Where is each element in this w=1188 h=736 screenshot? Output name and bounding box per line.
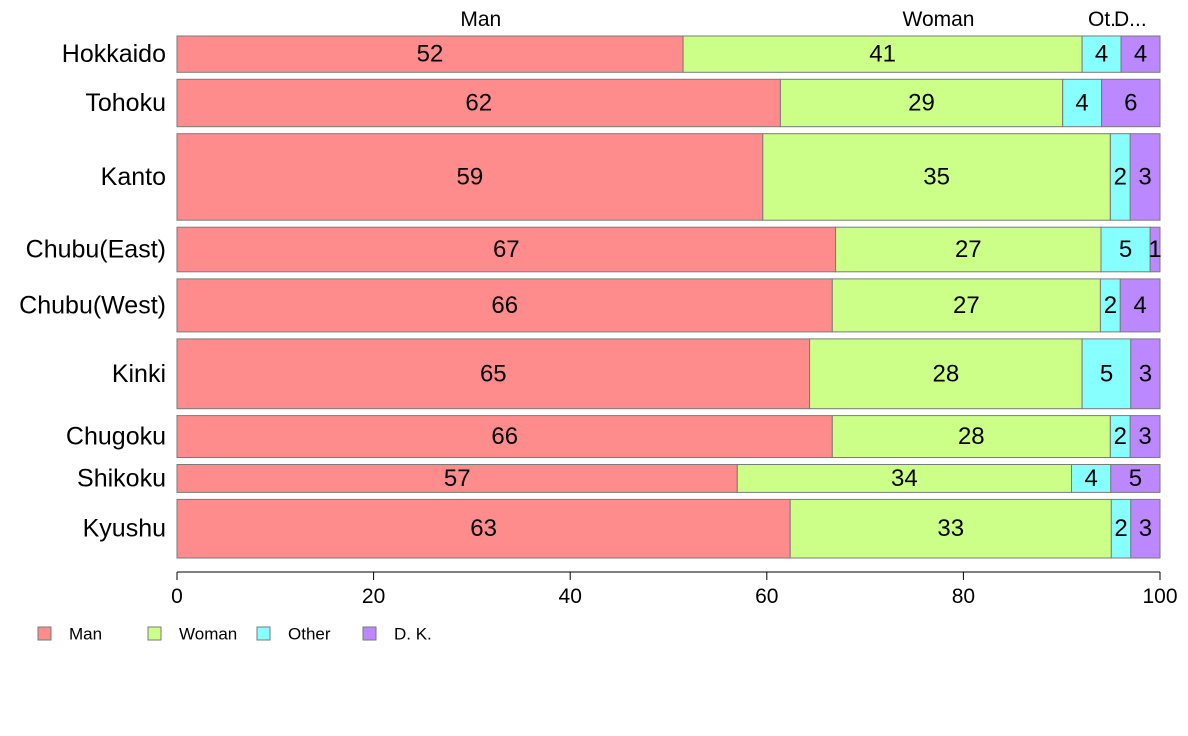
legend-label-d-k: D. K. — [394, 625, 432, 644]
data-label-kanto-man: 59 — [457, 164, 484, 191]
bar-segment-kinki-woman — [809, 338, 1083, 410]
category-label-kanto: Kanto — [101, 163, 166, 191]
bar-segment-tohoku-other — [1062, 78, 1103, 128]
legend-swatch-d-k — [362, 626, 377, 641]
data-label-kinki-d-k: 3 — [1139, 360, 1152, 387]
category-labels: Hokkaido Tohoku Kanto Chubu(East) Chubu(West… — [19, 40, 166, 543]
bar-segment-chubu-west-d-k — [1119, 278, 1161, 333]
bar-segment-kanto-man — [176, 133, 764, 221]
bar-segment-hokkaido-d-k — [1120, 35, 1161, 73]
bar-segment-shikoku-other — [1071, 464, 1112, 493]
legend-label-other: Other — [288, 625, 331, 644]
legend-label-man: Man — [69, 625, 102, 644]
column-label-4: D... — [1114, 8, 1147, 31]
data-label-shikoku-woman: 34 — [891, 465, 918, 492]
data-label-tohoku-woman: 29 — [908, 90, 935, 117]
data-label-kyushu-woman: 33 — [937, 515, 964, 542]
data-label-kinki-woman: 28 — [933, 360, 960, 387]
data-label-kanto-d-k: 3 — [1138, 164, 1151, 191]
data-label-shikoku-man: 57 — [444, 465, 471, 492]
column-label-1: Man — [460, 8, 501, 31]
bar-segment-chugoku-woman — [831, 415, 1111, 459]
x-tick-label-20: 20 — [362, 585, 385, 608]
x-tick-label-100: 100 — [1142, 585, 1177, 608]
bar-segment-kinki-d-k — [1130, 338, 1161, 410]
bar-segment-kyushu-d-k — [1130, 498, 1161, 559]
bar-segment-chubu-east-man — [176, 226, 837, 273]
data-label-chugoku-man: 66 — [491, 423, 518, 450]
data-label-kyushu-other: 2 — [1114, 515, 1127, 542]
data-label-kanto-other: 2 — [1114, 164, 1127, 191]
data-label-chugoku-other: 2 — [1114, 423, 1127, 450]
bar-segment-tohoku-man — [176, 78, 781, 128]
bar-segment-hokkaido-woman — [682, 35, 1083, 73]
data-label-chubu-east-woman: 27 — [955, 236, 982, 263]
bar-segment-shikoku-d-k — [1110, 464, 1161, 493]
legend-swatch-man — [37, 626, 52, 641]
bar-segment-kinki-other — [1081, 338, 1132, 410]
category-label-kinki: Kinki — [112, 360, 166, 388]
data-label-chubu-east-d-k: 1 — [1148, 236, 1161, 263]
x-tick-label-40: 40 — [559, 585, 582, 608]
bar-segment-tohoku-d-k — [1101, 78, 1161, 128]
column-label-2: Woman — [903, 8, 975, 31]
bar-segment-kinki-man — [176, 338, 811, 410]
bar-segment-kanto-d-k — [1129, 133, 1161, 221]
data-label-chubu-east-other: 5 — [1119, 236, 1132, 263]
bar-segment-shikoku-man — [176, 464, 738, 493]
data-label-chugoku-d-k: 3 — [1138, 423, 1151, 450]
data-label-shikoku-other: 4 — [1085, 465, 1098, 492]
data-label-kinki-man: 65 — [480, 360, 507, 387]
data-label-tohoku-other: 4 — [1075, 90, 1088, 117]
bar-segment-shikoku-woman — [736, 464, 1072, 493]
data-label-tohoku-d-k: 6 — [1124, 90, 1137, 117]
data-label-hokkaido-man: 52 — [417, 41, 444, 68]
category-label-chugoku: Chugoku — [66, 423, 166, 451]
category-label-chubu-east: Chubu(East) — [26, 236, 166, 264]
column-labels: Man Woman Ot..D... — [460, 8, 1146, 31]
legend-swatch-other — [256, 626, 271, 641]
data-label-shikoku-d-k: 5 — [1129, 465, 1142, 492]
data-label-chubu-west-other: 2 — [1104, 292, 1117, 319]
data-label-hokkaido-d-k: 4 — [1134, 41, 1147, 68]
column-label-3: Ot.. — [1088, 8, 1122, 31]
data-label-kinki-other: 5 — [1100, 360, 1113, 387]
data-label-kanto-woman: 35 — [923, 164, 950, 191]
data-label-chubu-east-man: 67 — [493, 236, 520, 263]
legend-label-woman: Woman — [179, 625, 237, 644]
bar-segment-kanto-woman — [762, 133, 1111, 221]
category-label-hokkaido: Hokkaido — [62, 40, 166, 68]
x-axis: 0 20 40 60 80 100 — [171, 571, 1178, 608]
bars: 52 41 4 462 29 4 659 35 2 367 27 5 166 27 2 465 28 5 366 28… — [176, 35, 1162, 559]
category-label-kyushu: Kyushu — [83, 515, 166, 543]
data-label-kyushu-d-k: 3 — [1139, 515, 1152, 542]
data-label-hokkaido-woman: 41 — [869, 41, 896, 68]
bar-segment-chugoku-d-k — [1129, 415, 1161, 459]
data-label-chubu-west-man: 66 — [491, 292, 518, 319]
legend: Man Woman Other D. K. — [37, 625, 432, 644]
category-label-tohoku: Tohoku — [85, 89, 166, 117]
bar-segment-chubu-east-d-k — [1149, 226, 1161, 273]
data-label-chubu-west-woman: 27 — [953, 292, 980, 319]
data-label-chugoku-woman: 28 — [958, 423, 985, 450]
bar-segment-kyushu-man — [176, 498, 791, 559]
bar-segment-kyushu-woman — [789, 498, 1112, 559]
category-label-chubu-west: Chubu(West) — [19, 291, 166, 319]
category-label-shikoku: Shikoku — [77, 464, 166, 492]
data-label-kyushu-man: 63 — [470, 515, 497, 542]
data-label-hokkaido-other: 4 — [1095, 41, 1108, 68]
x-tick-label-80: 80 — [952, 585, 975, 608]
bar-segment-chubu-west-woman — [831, 278, 1101, 333]
x-tick-label-60: 60 — [755, 585, 778, 608]
data-label-tohoku-man: 62 — [465, 90, 492, 117]
bar-segment-chubu-east-other — [1100, 226, 1151, 273]
bar-segment-chugoku-man — [176, 415, 833, 459]
bar-segment-chubu-west-man — [176, 278, 833, 333]
legend-swatch-woman — [147, 626, 162, 641]
data-label-chubu-west-d-k: 4 — [1133, 292, 1146, 319]
bar-segment-tohoku-woman — [779, 78, 1064, 128]
x-tick-label-0: 0 — [171, 585, 183, 608]
